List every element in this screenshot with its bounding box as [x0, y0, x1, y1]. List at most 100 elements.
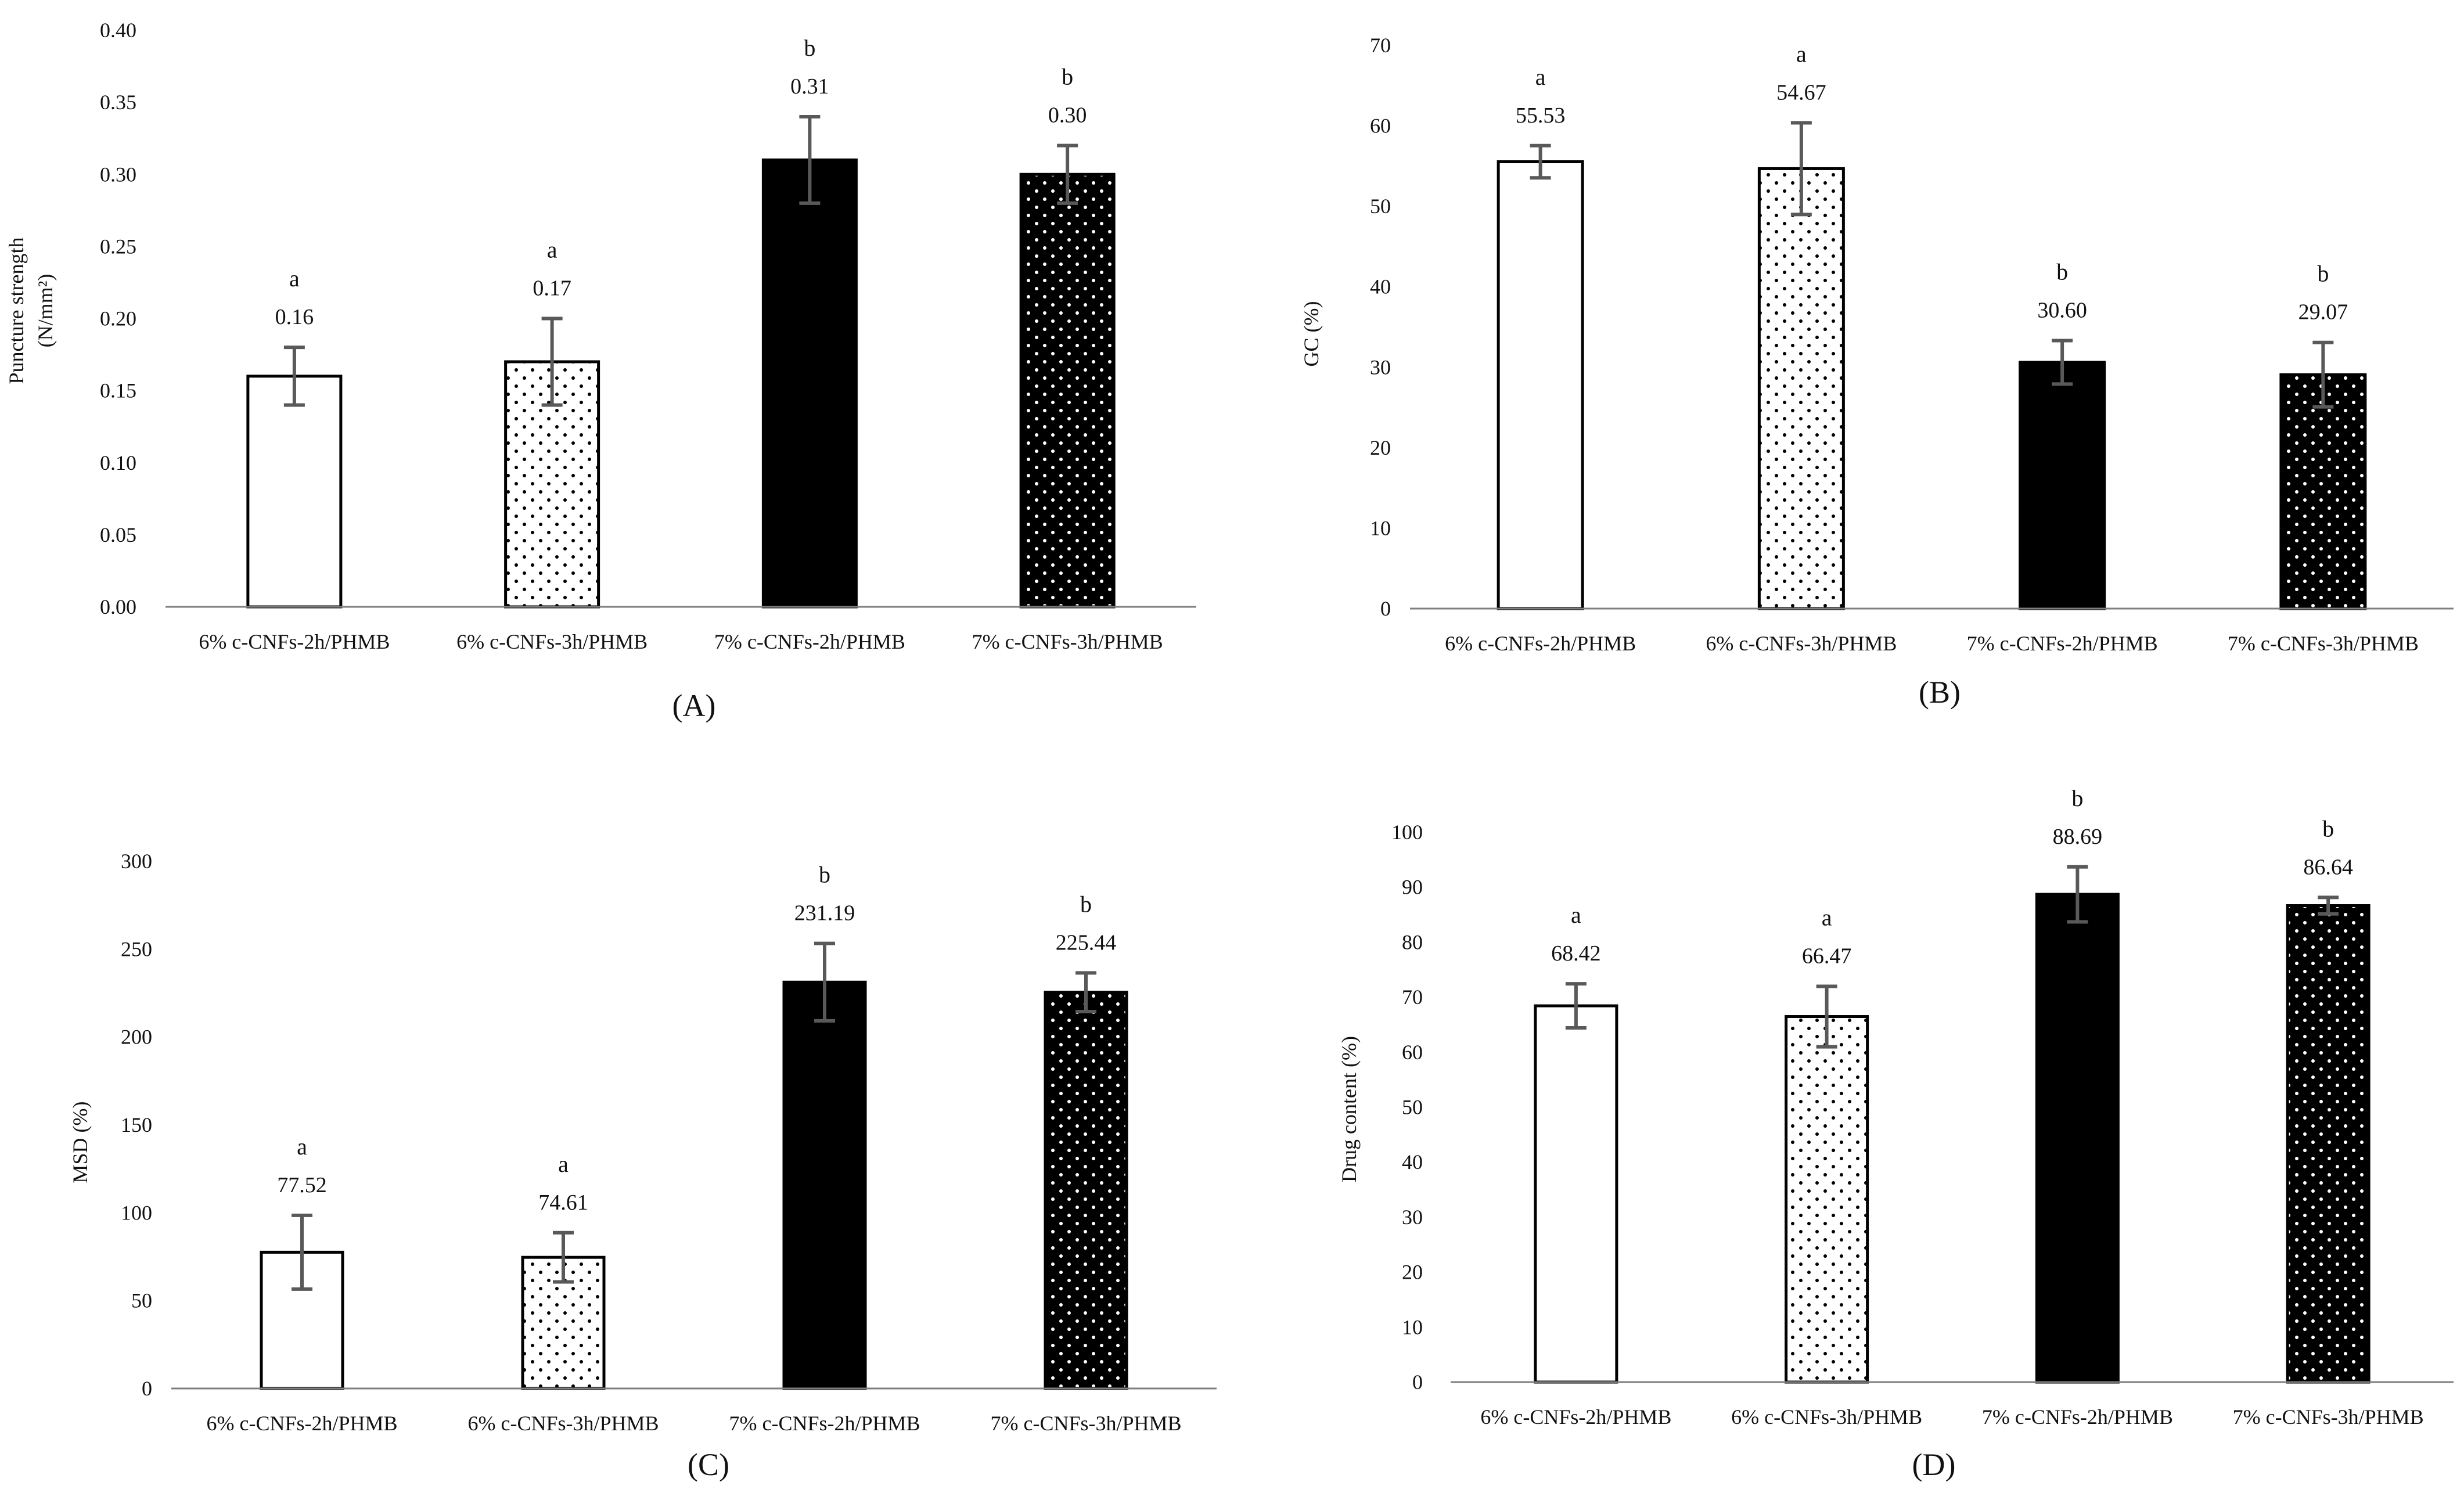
panel-c-category-label: 6% c-CNFs-3h/PHMB — [467, 1412, 659, 1435]
panel-d-yticks: 0 10 20 30 40 50 60 70 80 90 100 — [1391, 821, 1423, 1394]
panel-c-bar — [1044, 991, 1128, 1390]
panel-a-significance-letter: a — [289, 265, 300, 292]
panel-c-category-label: 7% c-CNFs-3h/PHMB — [990, 1412, 1181, 1435]
panel-d-bar — [1785, 1015, 1869, 1384]
panel-c: MSD (%) 0 50 100 150 200 250 300 77.52 a 74.61 a 2… — [69, 850, 1217, 1482]
panel-c-ytick-label: 150 — [121, 1113, 152, 1136]
panel-b: GC (%) 0 10 20 30 40 50 60 70 55.53 a 54.67 a 30.60… — [1300, 34, 2454, 710]
panel-d-bars: 68.42 a 66.47 a 88.69 b 86.64 b — [1534, 785, 2371, 1384]
panel-c-ytick-label: 50 — [131, 1289, 152, 1312]
panel-d-category-label: 7% c-CNFs-2h/PHMB — [1982, 1405, 2173, 1429]
panel-d-ytick-label: 30 — [1402, 1206, 1423, 1229]
panel-c-category-label: 7% c-CNFs-2h/PHMB — [729, 1412, 920, 1435]
panel-d-bar — [2286, 904, 2371, 1384]
panel-b-ytick-label: 30 — [1370, 355, 1391, 379]
panel-c-bar — [782, 980, 867, 1390]
panel-d-ytick-label: 100 — [1391, 821, 1423, 844]
panel-c-significance-letter: a — [297, 1134, 307, 1160]
panel-a-ylabel-unit: (N/mm²) — [34, 274, 57, 348]
panel-d-bar — [2035, 893, 2120, 1384]
panel-a-ytick-label: 0.40 — [100, 19, 136, 42]
panel-d-significance-letter: b — [2071, 785, 2083, 811]
panel-d-significance-letter: b — [2322, 815, 2334, 841]
panel-b-yticks: 0 10 20 30 40 50 60 70 — [1370, 34, 1391, 620]
panel-c-yticks: 0 50 100 150 200 250 300 — [121, 850, 152, 1400]
panel-b-value-label: 55.53 — [1516, 103, 1566, 128]
panel-a-bars: 0.16 a 0.17 a 0.31 b 0.30 b — [246, 35, 1116, 609]
panel-c-ytick-label: 0 — [142, 1377, 152, 1400]
panel-d-value-label: 86.64 — [2303, 855, 2353, 879]
panel-d-ytick-label: 90 — [1402, 876, 1423, 899]
panel-d-ytick-label: 70 — [1402, 985, 1423, 1009]
panel-d-ytick-label: 80 — [1402, 930, 1423, 954]
panel-b-bar — [1497, 160, 1584, 610]
panel-a-ytick-label: 0.35 — [100, 91, 136, 114]
panel-b-ytick-label: 50 — [1370, 195, 1391, 218]
panel-c-ytick-label: 300 — [121, 850, 152, 873]
panel-c-value-label: 231.19 — [794, 901, 855, 926]
panel-c-significance-letter: b — [819, 862, 830, 888]
panel-d-value-label: 68.42 — [1551, 941, 1601, 966]
panel-b-value-label: 54.67 — [1776, 80, 1826, 105]
panel-d-significance-letter: a — [1822, 904, 1832, 930]
panel-b-category-label: 7% c-CNFs-2h/PHMB — [1967, 632, 2158, 655]
panel-c-label: (C) — [688, 1447, 729, 1482]
panel-c-ylabel: MSD (%) — [69, 1102, 92, 1183]
panel-a-significance-letter: a — [547, 237, 557, 263]
panel-b-bar — [2279, 373, 2367, 610]
panel-a-value-label: 0.30 — [1048, 103, 1087, 128]
panel-b-bars: 55.53 a 54.67 a 30.60 b 29.07 b — [1497, 41, 2367, 610]
panel-d: Drug content (%) 0102030405060708090100 … — [1337, 785, 2454, 1482]
panel-b-label: (B) — [1919, 675, 1961, 710]
panel-b-significance-letter: a — [1796, 41, 1807, 67]
panel-c-significance-letter: a — [558, 1151, 569, 1177]
panel-a: Puncture strength (N/mm²) 0.00 0.05 0.10 0.… — [5, 19, 1196, 723]
panel-a-bar — [1019, 172, 1116, 609]
panel-a-value-label: 0.31 — [790, 74, 829, 99]
panel-b-bar — [2019, 361, 2106, 610]
panel-b-ytick-label: 60 — [1370, 114, 1391, 138]
panel-a-ytick-label: 0.10 — [100, 451, 136, 474]
panel-a-significance-letter: b — [1062, 64, 1073, 90]
panel-a-bar — [761, 158, 858, 609]
panel-c-value-label: 77.52 — [277, 1173, 327, 1197]
panel-d-value-label: 88.69 — [2053, 825, 2103, 849]
panel-d-ytick-label: 0 — [1412, 1370, 1423, 1394]
panel-b-xticks: 6% c-CNFs-2h/PHMB 6% c-CNFs-3h/PHMB 7% c-C… — [1445, 632, 2419, 655]
panel-a-xticks: 6% c-CNFs-2h/PHMB 6% c-CNFs-3h/PHMB 7% c-C… — [199, 630, 1163, 653]
panel-b-ytick-label: 20 — [1370, 436, 1391, 459]
panel-d-ytick-label: 40 — [1402, 1150, 1423, 1174]
panel-d-significance-letter: a — [1571, 902, 1581, 928]
panel-c-ytick-label: 250 — [121, 937, 152, 960]
panel-b-significance-letter: a — [1535, 64, 1546, 90]
panel-b-category-label: 7% c-CNFs-3h/PHMB — [2228, 632, 2419, 655]
panel-d-category-label: 6% c-CNFs-2h/PHMB — [1480, 1405, 1671, 1429]
panel-c-ytick-label: 100 — [121, 1201, 152, 1224]
panel-d-category-label: 6% c-CNFs-3h/PHMB — [1731, 1405, 1922, 1429]
panel-d-value-label: 66.47 — [1802, 944, 1852, 968]
panel-a-ytick-label: 0.05 — [100, 523, 136, 546]
panel-b-category-label: 6% c-CNFs-2h/PHMB — [1445, 632, 1636, 655]
panel-b-ytick-label: 70 — [1370, 34, 1391, 57]
panel-d-category-label: 7% c-CNFs-3h/PHMB — [2233, 1405, 2424, 1429]
panel-c-value-label: 225.44 — [1056, 930, 1117, 955]
panel-a-bar — [246, 375, 343, 609]
panel-d-bar — [1534, 1004, 1618, 1384]
panel-a-ylabel: Puncture strength — [5, 238, 28, 384]
panel-d-ytick-label: 50 — [1402, 1096, 1423, 1119]
panel-b-value-label: 29.07 — [2298, 300, 2348, 325]
panel-a-ytick-label: 0.00 — [100, 595, 136, 618]
panel-d-ytick-label: 60 — [1402, 1041, 1423, 1064]
panel-a-ytick-label: 0.20 — [100, 307, 136, 330]
panel-c-value-label: 74.61 — [538, 1190, 588, 1215]
panel-b-bar — [1757, 167, 1845, 610]
panel-b-significance-letter: b — [2056, 259, 2068, 285]
panel-c-ytick-label: 200 — [121, 1026, 152, 1049]
panel-a-value-label: 0.17 — [533, 276, 571, 301]
panel-a-ytick-label: 0.30 — [100, 163, 136, 186]
panel-d-label: (D) — [1912, 1447, 1956, 1482]
panel-a-category-label: 7% c-CNFs-2h/PHMB — [714, 630, 905, 653]
panel-a-category-label: 6% c-CNFs-3h/PHMB — [456, 630, 648, 653]
panel-a-value-label: 0.16 — [275, 305, 314, 329]
